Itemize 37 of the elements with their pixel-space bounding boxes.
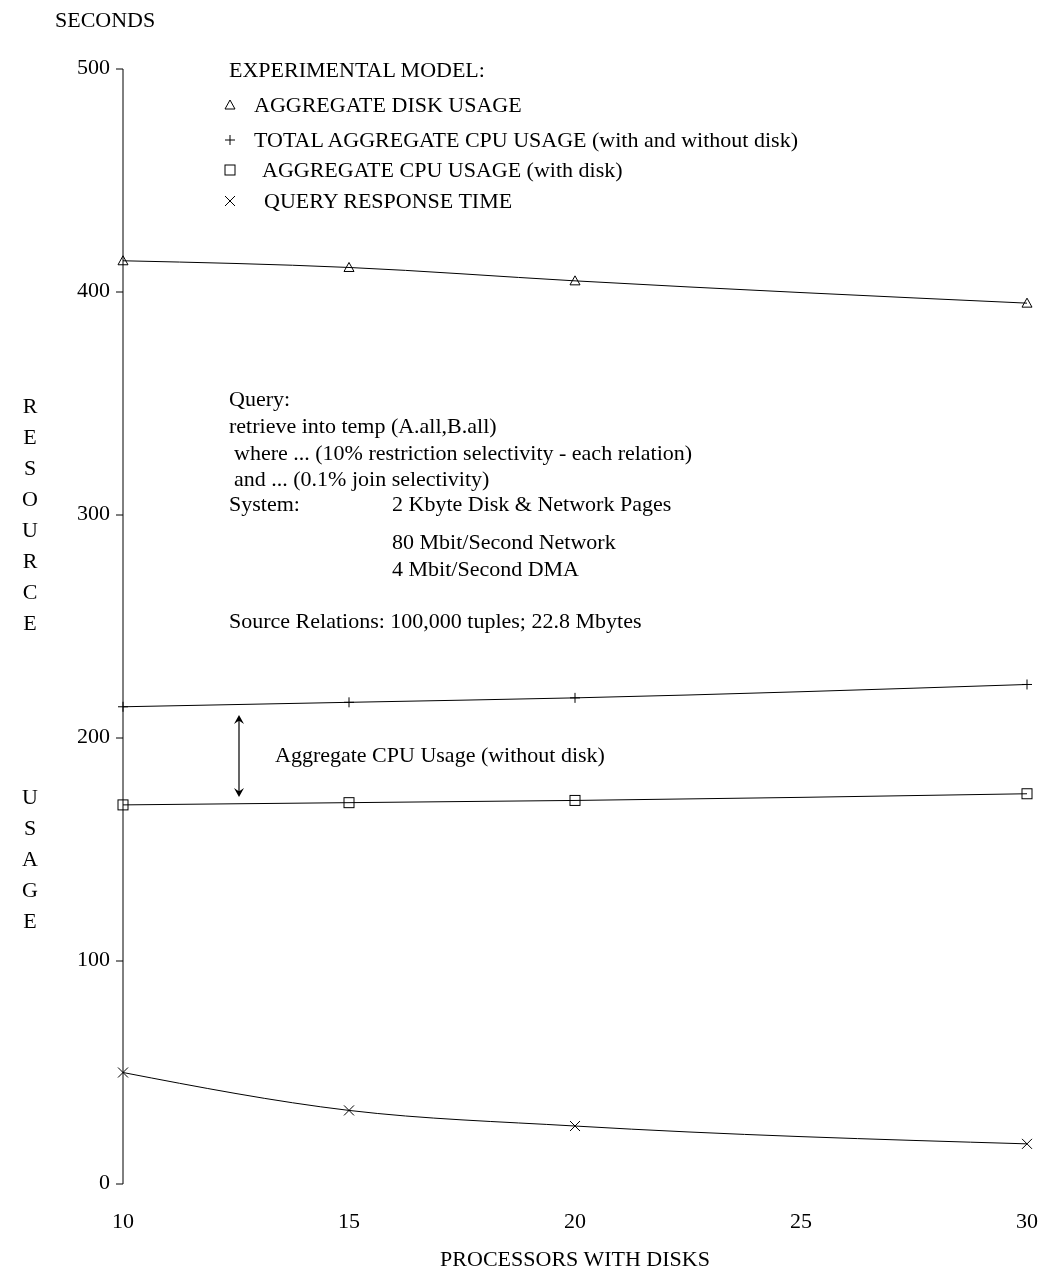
point — [569, 794, 581, 806]
text: SECONDS — [55, 7, 156, 33]
x-axis-title: PROCESSORS WITH DISKS — [440, 1246, 710, 1272]
annotation: 2 Kbyte Disk & Network Pages — [392, 491, 672, 517]
legend-label: QUERY RESPONSE TIME — [264, 188, 513, 214]
legend-label: TOTAL AGGREGATE CPU USAGE (with and without disk) — [254, 127, 798, 153]
annotation: Source Relations: 100,000 tuples; 22.8 Mbytes — [229, 608, 642, 634]
y-tick-label: 300 — [77, 500, 110, 526]
y-tick-label: 200 — [77, 723, 110, 749]
y-tick-label: 0 — [99, 1169, 110, 1195]
annotation: 80 Mbit/Second Network — [392, 529, 616, 555]
annotation: where ... (10% restriction selectivity - each relation) — [234, 440, 693, 466]
annotation: System: — [229, 491, 300, 517]
annotation: Aggregate CPU Usage (without disk) — [275, 742, 605, 768]
point — [569, 275, 581, 286]
y-tick-label: 400 — [77, 277, 110, 303]
x-tick-label: 25 — [790, 1208, 812, 1234]
point — [343, 261, 355, 272]
legend-title: EXPERIMENTAL MODEL: — [229, 57, 485, 83]
x-tick-label: 10 — [112, 1208, 134, 1234]
point — [117, 799, 129, 811]
annotation: 4 Mbit/Second DMA — [392, 556, 580, 582]
legend-label: AGGREGATE DISK USAGE — [254, 92, 522, 118]
y-tick-label: 100 — [77, 946, 110, 972]
point — [117, 255, 129, 266]
y-axis-title: RESOURCE USAGE — [17, 393, 43, 939]
point — [1021, 297, 1033, 308]
x-tick-label: 30 — [1016, 1208, 1038, 1234]
annotation: Query: — [229, 386, 291, 412]
point — [343, 797, 355, 809]
annotation: retrieve into temp (A.all,B.all) — [229, 413, 497, 439]
x-tick-label: 20 — [564, 1208, 586, 1234]
annotation: and ... (0.1% join selectivity) — [234, 466, 490, 492]
y-tick-label: 500 — [77, 54, 110, 80]
legend-label: AGGREGATE CPU USAGE (with disk) — [262, 157, 623, 183]
x-tick-label: 15 — [338, 1208, 360, 1234]
point — [1021, 788, 1033, 800]
